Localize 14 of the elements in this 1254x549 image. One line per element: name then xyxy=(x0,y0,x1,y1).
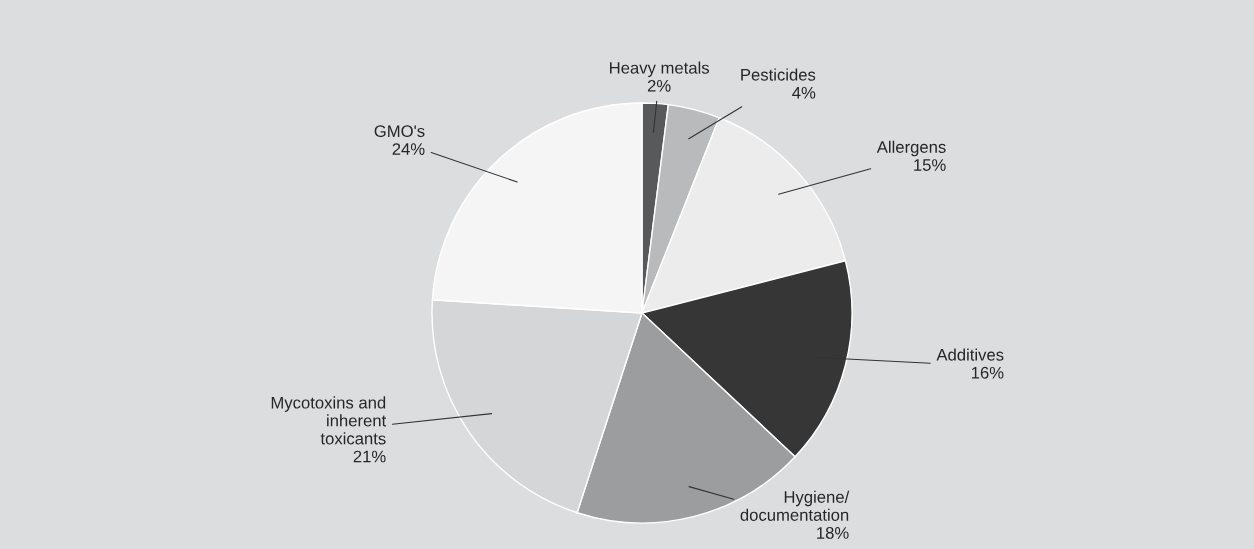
data-label: 21% xyxy=(353,450,386,463)
slice-label: Heavy metals xyxy=(610,61,710,78)
slice-label: Allergens xyxy=(876,140,946,157)
data-label: 15% xyxy=(914,159,946,171)
slice-label: GMO's xyxy=(374,125,425,138)
slice-label: Additives xyxy=(936,348,1004,361)
slice-label: Mycotoxins and inherent toxicants xyxy=(271,396,387,445)
slice-label: Hygiene/ documentation xyxy=(740,490,850,521)
data-label: 4% xyxy=(792,86,816,99)
data-label: 2% xyxy=(647,79,671,92)
slice-label: Pesticides xyxy=(741,68,816,81)
data-label: 24% xyxy=(392,143,425,155)
data-label: 16% xyxy=(971,366,1004,379)
data-label: 18% xyxy=(817,527,849,539)
